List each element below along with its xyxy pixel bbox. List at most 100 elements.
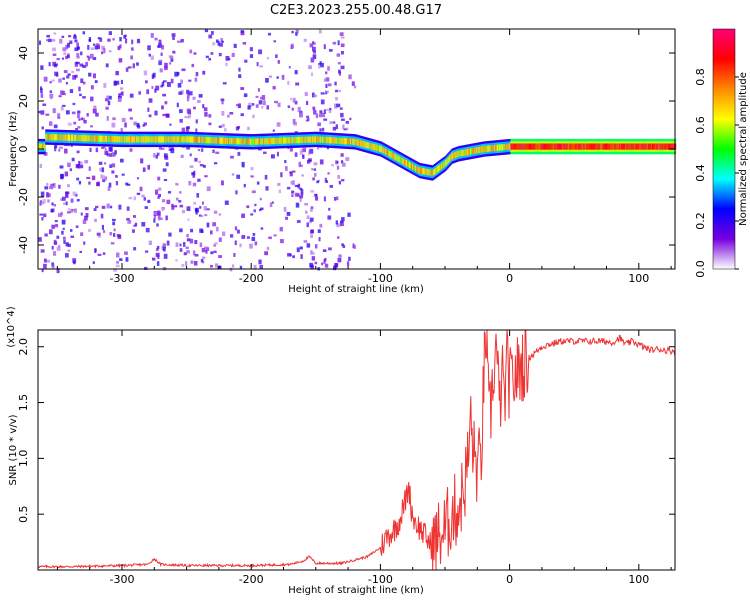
spectrogram-ridge-cell [402, 158, 405, 165]
spectrogram-ridge-cell [355, 138, 357, 146]
spectrogram-noise-cell [189, 49, 193, 54]
spectrogram-noise-cell [299, 164, 303, 168]
spectrogram-ridge-cell [341, 137, 344, 145]
spectrogram-noise-cell [204, 112, 208, 117]
spectrogram-ridge-cell [666, 143, 668, 150]
spectrogram-noise-cell [224, 200, 229, 205]
spectrogram-ridge-cell [255, 138, 257, 145]
spectrogram-noise-cell [200, 259, 204, 263]
spectrogram-noise-cell [105, 106, 109, 110]
spectrogram-ridge-cell [163, 136, 165, 143]
spectrogram-ridge-cell [138, 136, 140, 143]
spectrogram-ridge-cell [650, 143, 653, 150]
spectrogram-ridge-cell [289, 137, 291, 144]
spectrogram-ridge-cell [71, 134, 73, 141]
spectrogram-noise-cell [348, 74, 352, 80]
spectrogram-noise-cell [187, 113, 192, 119]
spectrogram-ridge-cell [555, 143, 558, 150]
spectrogram-noise-cell [168, 232, 172, 237]
spectrogram-noise-cell [255, 95, 259, 98]
spectrogram-noise-cell [275, 54, 278, 59]
spectrogram-ridge-cell [629, 143, 631, 150]
spectrogram-ridge-cell [579, 143, 582, 150]
spectrogram-noise-cell [340, 160, 344, 164]
spectrogram-noise-cell [53, 204, 57, 207]
spectrogram-ridge-cell [445, 159, 447, 167]
spectrogram-noise-cell [192, 250, 196, 256]
spectrogram-noise-cell [52, 251, 57, 256]
spectrogram-noise-cell [54, 146, 57, 152]
spectrogram-noise-cell [157, 176, 161, 181]
spectrogram-noise-cell [84, 159, 89, 164]
spectrogram-ridge-cell [110, 135, 112, 143]
spectrogram-noise-cell [305, 100, 309, 106]
spectrogram-ridge-cell [459, 150, 462, 157]
spectrogram-noise-cell [127, 66, 132, 69]
spectrogram-noise-cell [296, 247, 300, 253]
spectrogram-ridge-cell [131, 136, 133, 143]
spectrogram-noise-cell [132, 63, 135, 69]
spectrogram-noise-cell [144, 206, 148, 209]
spectrogram-ridge-cell [235, 138, 237, 145]
spectrogram-noise-cell [192, 182, 197, 187]
spectrogram-noise-cell [189, 165, 194, 168]
spectrogram-noise-cell [75, 61, 80, 65]
spectrogram-noise-cell [82, 65, 87, 68]
spectrogram-ridge-cell [671, 143, 674, 150]
spectrogram-noise-cell [323, 78, 327, 82]
spectrogram-noise-cell [194, 77, 198, 82]
spectrogram-ridge-cell [49, 134, 51, 141]
spectrogram-noise-cell [179, 204, 184, 208]
spectrogram-noise-cell [108, 146, 113, 152]
spectrogram-ridge-cell [626, 143, 628, 150]
spectrogram-noise-cell [84, 207, 89, 211]
spectrogram-ridge-cell [553, 143, 556, 150]
spectrogram-ridge-cell [184, 136, 187, 143]
spectrogram-ridge-cell [193, 136, 195, 143]
spectrogram-noise-cell [187, 218, 190, 221]
spectrogram-noise-cell [51, 79, 55, 82]
spectrogram-ridge-cell [56, 134, 59, 141]
spectrogram-noise-cell [258, 49, 263, 55]
spectrogram-noise-cell [162, 168, 167, 172]
spectrogram-ridge-cell [210, 137, 213, 144]
spectrogram-ridge-cell [321, 136, 323, 143]
spectrogram-ridge-cell [393, 153, 395, 160]
spectrogram-noise-cell [311, 58, 315, 61]
spectrogram-noise-cell [206, 247, 210, 251]
spectrogram-ridge-cell [221, 137, 224, 144]
spectrogram-ridge-cell [288, 137, 290, 144]
spectrogram-noise-cell [51, 202, 54, 206]
spectrogram-noise-cell [337, 40, 340, 46]
spectrogram-ridge-cell [83, 135, 85, 142]
spectrogram-noise-cell [142, 124, 145, 127]
spectrogram-noise-cell [125, 67, 129, 72]
spectrogram-ridge-cell [188, 136, 191, 143]
spectrogram-ridge-cell [363, 141, 366, 148]
spectrogram-noise-cell [72, 258, 77, 264]
spectrogram-noise-cell [229, 267, 233, 272]
spectrogram-noise-cell [180, 79, 183, 84]
spectrogram-noise-cell [206, 186, 211, 192]
spectrogram-noise-cell [318, 114, 322, 118]
spectrogram-ridge-cell [602, 143, 604, 150]
spectrogram-ridge-cell [438, 165, 440, 172]
spectrogram-ridge-cell [305, 136, 308, 143]
spectrogram-noise-cell [301, 174, 304, 177]
spectrogram-ridge-cell [226, 137, 228, 144]
spectrogram-ridge-cell [407, 160, 409, 167]
spectrogram-noise-cell [259, 207, 264, 211]
spectrogram-noise-cell [329, 184, 333, 188]
spectrogram-noise-cell [180, 39, 184, 43]
spectrogram-ridge-cell [497, 144, 500, 151]
spectrogram-ridge-cell [444, 160, 446, 168]
spectrogram-noise-cell [53, 124, 58, 129]
spectrogram-noise-cell [229, 112, 234, 115]
spectrogram-ridge-cell [502, 144, 504, 151]
spectrogram-noise-cell [62, 227, 65, 230]
spectrogram-noise-cell [94, 80, 98, 84]
spectrogram-ridge-cell [47, 133, 49, 141]
spectrogram-ridge-cell [76, 134, 78, 142]
spectrogram-ridge-cell [450, 154, 452, 161]
spectrogram-ridge-cell [339, 137, 342, 145]
